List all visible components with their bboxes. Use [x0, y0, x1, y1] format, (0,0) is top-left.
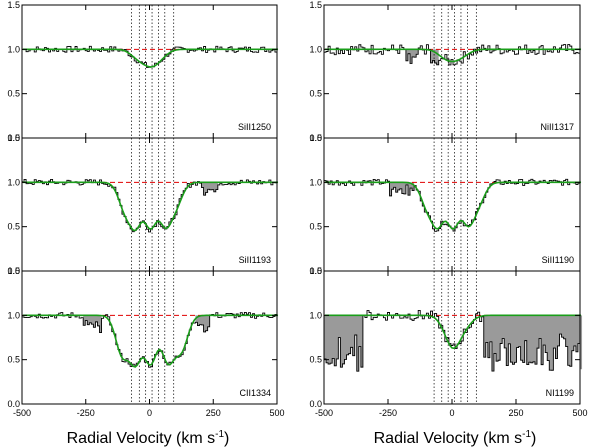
y-tick-label: 0.5 [7, 89, 20, 99]
x-axis-label-left-close: ) [224, 430, 229, 447]
y-tick-label: 0.5 [309, 89, 322, 99]
panel-label: SiII1250 [238, 122, 271, 132]
y-tick-label: 0.0 [7, 266, 20, 276]
observed-spectrum [324, 178, 581, 232]
y-tick-label: 0.0 [7, 399, 20, 409]
panel-frame [323, 137, 581, 272]
y-tick-label: 0.5 [309, 355, 322, 365]
y-tick-label: 1.0 [7, 177, 20, 187]
panel-label: SiII1193 [239, 255, 271, 265]
y-tick-label: 0.0 [309, 399, 322, 409]
x-axis-label-left-sup: -1 [215, 429, 224, 440]
y-tick-label: 0.5 [7, 355, 20, 365]
y-tick-label: 0.5 [7, 222, 20, 232]
panel-frame [21, 137, 278, 272]
y-tick-label: 1.0 [309, 44, 322, 54]
y-tick-label: 1.0 [7, 310, 20, 320]
x-tick-label: 0 [147, 408, 152, 418]
x-tick-label: 250 [206, 408, 221, 418]
x-axes: -500 -250 0 250 500 -500 -250 0 250 500 [13, 408, 588, 418]
panel-siii1250: 0.0 0.5 1.0 1.5 SiII1250 [7, 0, 279, 143]
panel-label: NiII1317 [540, 122, 574, 132]
fit-profile [23, 314, 279, 368]
y-tick-label: 0.0 [309, 266, 322, 276]
y-tick-label: 1.5 [7, 0, 20, 10]
panel-label: CII1334 [239, 388, 271, 398]
masked-region [324, 315, 363, 372]
panel-grid: 0.0 0.5 1.0 1.5 SiII1250 0.0 0.5 1.0 1.5 NiII1317… [7, 0, 583, 409]
y-tick-label: 1.0 [309, 177, 322, 187]
y-tick-label: 0.0 [7, 133, 20, 143]
x-axis-label-right-close: ) [531, 430, 536, 447]
y-tick-label: 1.5 [7, 133, 20, 143]
panel-niii1317: 0.0 0.5 1.0 1.5 NiII1317 [309, 0, 582, 143]
y-tick-label: 1.0 [309, 310, 322, 320]
y-tick-label: 1.5 [309, 133, 322, 143]
fit-profile [325, 314, 582, 350]
x-tick-label: 500 [269, 408, 284, 418]
fit-profile [325, 181, 582, 230]
observed-spectrum [22, 311, 278, 368]
panel-label: NI1199 [546, 388, 574, 398]
x-tick-label: 250 [508, 408, 523, 418]
x-tick-label: -500 [315, 408, 333, 418]
x-axis-label-right-sup: -1 [522, 429, 531, 440]
observed-spectrum [324, 44, 581, 66]
observed-spectrum [22, 178, 278, 233]
x-axis-label-left: Radial Velocity (km s-1) [67, 429, 230, 447]
masked-region [201, 182, 218, 196]
y-tick-label: 1.0 [7, 44, 20, 54]
panel-label: SiII1190 [542, 255, 574, 265]
x-tick-label: -500 [13, 408, 31, 418]
panel-ni1199: 0.0 0.5 1.0 1.5 NI1199 [309, 266, 583, 409]
panel-siii1190: 0.0 0.5 1.0 1.5 SiII1190 [309, 133, 582, 276]
panel-frame [21, 270, 278, 405]
observed-spectrum [324, 309, 581, 372]
y-tick-label: 0.5 [309, 222, 322, 232]
panel-siii1193: 0.0 0.5 1.0 1.5 SiII1193 [7, 133, 279, 276]
fit-profile [23, 48, 279, 68]
x-axis-label-right-main: Radial Velocity (km s [374, 430, 523, 447]
fit-profile [325, 48, 582, 63]
x-tick-label: 0 [449, 408, 454, 418]
y-tick-label: 1.5 [309, 0, 322, 10]
panel-frame [21, 4, 278, 139]
panel-cii1334: 0.0 0.5 1.0 1.5 CII1334 [7, 266, 279, 409]
panel-frame [323, 4, 581, 139]
masked-region [195, 315, 210, 332]
y-tick-label: 1.5 [7, 266, 20, 276]
fit-profile [23, 181, 279, 232]
x-axis-label-right: Radial Velocity (km s-1) [374, 429, 537, 447]
x-tick-label: 500 [572, 408, 587, 418]
x-axis-label-left-main: Radial Velocity (km s [67, 430, 216, 447]
y-tick-label: 0.0 [309, 133, 322, 143]
x-tick-label: -250 [77, 408, 95, 418]
y-tick-label: 1.5 [309, 266, 322, 276]
masked-region [405, 49, 419, 64]
x-tick-label: -250 [379, 408, 397, 418]
